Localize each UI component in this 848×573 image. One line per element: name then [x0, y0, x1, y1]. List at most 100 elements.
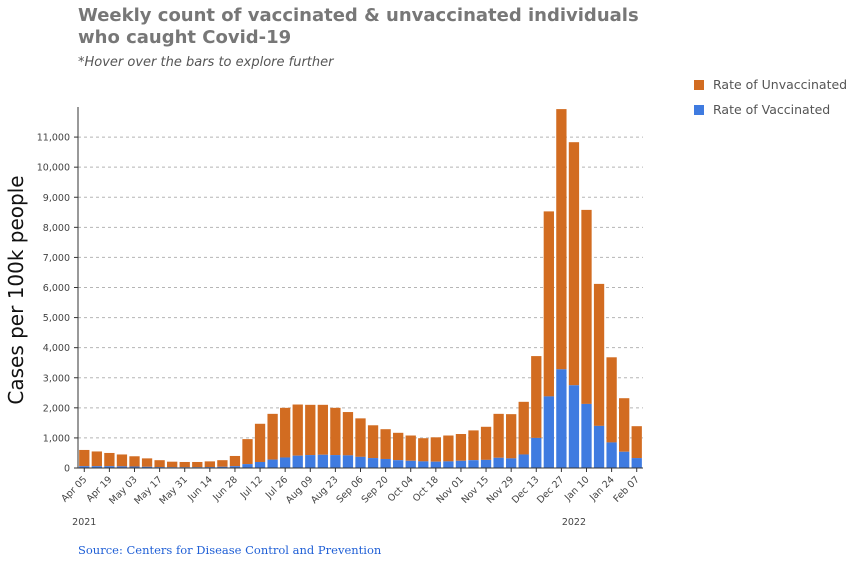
bar-unvaccinated[interactable] — [280, 407, 291, 458]
bar-unvaccinated[interactable] — [468, 430, 479, 461]
bar-vaccinated[interactable] — [104, 466, 115, 468]
bar-unvaccinated[interactable] — [531, 356, 542, 438]
bar-vaccinated[interactable] — [581, 403, 592, 468]
bar-unvaccinated[interactable] — [317, 404, 328, 455]
bar-unvaccinated[interactable] — [418, 438, 429, 462]
bar-vaccinated[interactable] — [531, 437, 542, 468]
bar-unvaccinated[interactable] — [305, 404, 316, 456]
bar-vaccinated[interactable] — [443, 461, 454, 468]
bar-unvaccinated[interactable] — [141, 458, 153, 467]
bar-vaccinated[interactable] — [367, 458, 379, 468]
bar-vaccinated[interactable] — [129, 466, 140, 468]
bar-unvaccinated[interactable] — [619, 398, 630, 452]
bar-unvaccinated[interactable] — [581, 209, 592, 404]
bar-vaccinated[interactable] — [305, 455, 316, 468]
bar-vaccinated[interactable] — [317, 454, 328, 468]
bar-vaccinated[interactable] — [418, 461, 429, 468]
x-tick-label: Dec 13 — [510, 474, 541, 505]
bar-unvaccinated[interactable] — [455, 434, 467, 461]
x-tick-label: Sep 06 — [334, 474, 365, 505]
y-tick-label: 5,000 — [43, 313, 70, 324]
bar-unvaccinated[interactable] — [292, 404, 303, 456]
bar-vaccinated[interactable] — [280, 457, 291, 468]
bar-vaccinated[interactable] — [91, 466, 102, 468]
bar-unvaccinated[interactable] — [179, 461, 190, 468]
bar-unvaccinated[interactable] — [405, 435, 416, 461]
legend-label-vaccinated: Rate of Vaccinated — [713, 102, 831, 117]
bar-vaccinated[interactable] — [405, 460, 416, 468]
bar-unvaccinated[interactable] — [493, 413, 504, 458]
bar-unvaccinated[interactable] — [443, 435, 454, 462]
bar-vaccinated[interactable] — [593, 425, 605, 468]
bar-vaccinated[interactable] — [254, 461, 266, 468]
bar-unvaccinated[interactable] — [393, 432, 404, 461]
bar-unvaccinated[interactable] — [154, 460, 165, 468]
bar-vaccinated[interactable] — [342, 455, 354, 468]
bar-unvaccinated[interactable] — [568, 142, 580, 386]
x-tick-label: Nov 29 — [485, 474, 517, 506]
bar-unvaccinated[interactable] — [518, 401, 529, 455]
bar-unvaccinated[interactable] — [606, 357, 617, 443]
bar-vaccinated[interactable] — [217, 466, 228, 468]
bar-vaccinated[interactable] — [455, 460, 467, 468]
bar-vaccinated[interactable] — [631, 458, 642, 468]
bar-unvaccinated[interactable] — [631, 426, 642, 459]
bar-unvaccinated[interactable] — [480, 426, 492, 460]
bar-unvaccinated[interactable] — [380, 429, 391, 459]
bar-unvaccinated[interactable] — [543, 211, 554, 397]
bar-vaccinated[interactable] — [430, 461, 441, 468]
bar-vaccinated[interactable] — [141, 466, 153, 468]
bar-unvaccinated[interactable] — [91, 451, 102, 467]
bar-unvaccinated[interactable] — [556, 109, 567, 370]
y-axis-label: Cases per 100k people — [4, 175, 28, 404]
bar-unvaccinated[interactable] — [342, 412, 354, 456]
bar-unvaccinated[interactable] — [593, 283, 605, 426]
bar-unvaccinated[interactable] — [229, 455, 241, 467]
bar-vaccinated[interactable] — [556, 369, 567, 468]
bar-unvaccinated[interactable] — [254, 423, 266, 462]
legend-item-vaccinated[interactable]: Rate of Vaccinated — [694, 97, 847, 122]
bar-vaccinated[interactable] — [380, 458, 391, 468]
x-tick-label: May 31 — [157, 474, 189, 506]
x-tick-label: Oct 04 — [386, 474, 416, 504]
bar-vaccinated[interactable] — [543, 396, 554, 468]
bar-vaccinated[interactable] — [292, 455, 303, 468]
bar-unvaccinated[interactable] — [129, 456, 140, 467]
chart-title: Weekly count of vaccinated & unvaccinate… — [78, 5, 639, 48]
x-tick-label: Jan 24 — [587, 474, 617, 504]
bar-unvaccinated[interactable] — [430, 437, 441, 462]
x-tick-label: Sep 20 — [360, 474, 391, 505]
bar-vaccinated[interactable] — [355, 456, 366, 468]
legend-item-unvaccinated[interactable]: Rate of Unvaccinated — [694, 72, 847, 97]
bar-unvaccinated[interactable] — [506, 414, 517, 459]
bar-vaccinated[interactable] — [267, 459, 278, 468]
bar-unvaccinated[interactable] — [116, 454, 128, 467]
bar-unvaccinated[interactable] — [217, 460, 228, 467]
bar-vaccinated[interactable] — [518, 454, 529, 468]
bar-vaccinated[interactable] — [116, 466, 128, 468]
bar-unvaccinated[interactable] — [104, 452, 115, 467]
bar-vaccinated[interactable] — [619, 451, 630, 468]
bar-unvaccinated[interactable] — [242, 439, 253, 465]
bar-vaccinated[interactable] — [229, 466, 241, 468]
bar-vaccinated[interactable] — [493, 457, 504, 468]
bar-vaccinated[interactable] — [330, 455, 341, 468]
bar-vaccinated[interactable] — [468, 460, 479, 468]
bar-vaccinated[interactable] — [506, 458, 517, 468]
bar-vaccinated[interactable] — [242, 464, 253, 468]
x-tick-label: Jul 12 — [238, 474, 265, 501]
bar-vaccinated[interactable] — [79, 466, 90, 468]
source-link[interactable]: Source: Centers for Disease Control and … — [78, 543, 382, 557]
bar-unvaccinated[interactable] — [79, 449, 90, 467]
bar-vaccinated[interactable] — [480, 459, 492, 468]
bar-unvaccinated[interactable] — [267, 413, 278, 460]
bar-unvaccinated[interactable] — [355, 418, 366, 457]
bar-unvaccinated[interactable] — [167, 461, 178, 468]
bar-unvaccinated[interactable] — [192, 461, 203, 468]
bar-vaccinated[interactable] — [606, 442, 617, 468]
bar-vaccinated[interactable] — [568, 385, 580, 468]
bar-unvaccinated[interactable] — [330, 407, 341, 456]
bar-unvaccinated[interactable] — [204, 461, 215, 468]
bar-vaccinated[interactable] — [393, 460, 404, 468]
bar-unvaccinated[interactable] — [367, 425, 379, 459]
